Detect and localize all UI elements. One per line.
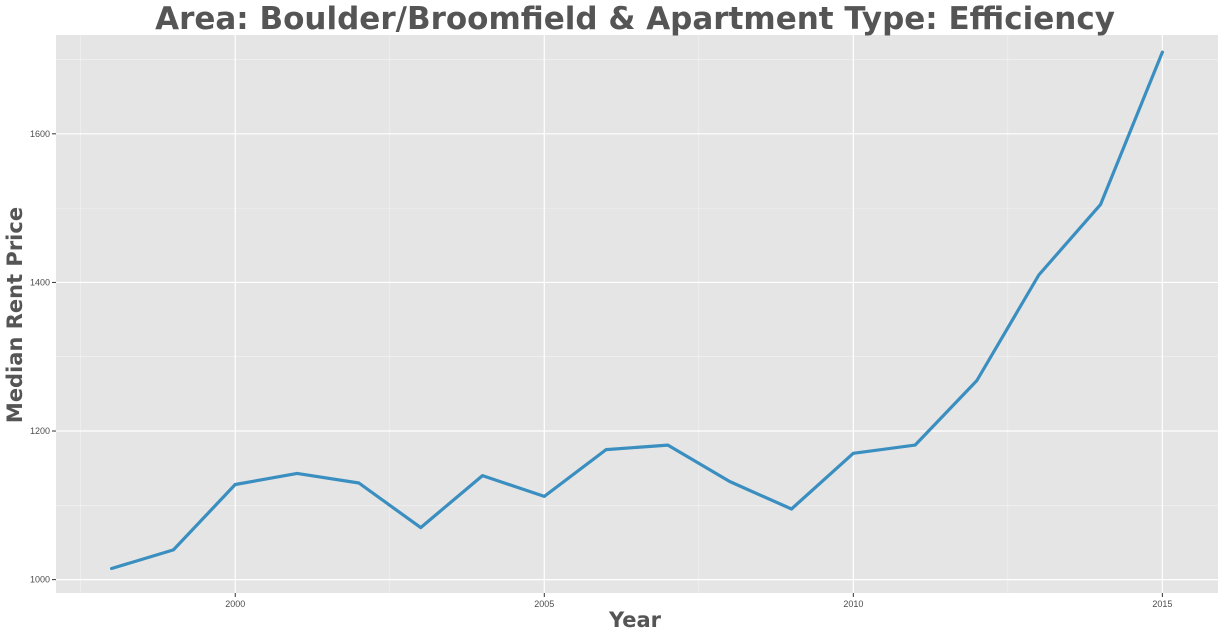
data-point bbox=[419, 526, 423, 530]
plot-panel bbox=[56, 35, 1218, 593]
major-gridlines bbox=[56, 35, 1218, 593]
data-point bbox=[480, 474, 484, 478]
y-tick-label: 1200 bbox=[30, 426, 50, 436]
series-line bbox=[109, 50, 1165, 571]
x-tick-label: 2010 bbox=[843, 599, 863, 609]
data-point bbox=[233, 483, 237, 487]
data-point bbox=[542, 494, 546, 498]
data-point bbox=[1160, 50, 1164, 54]
x-axis-title: Year bbox=[608, 608, 662, 632]
data-point bbox=[171, 548, 175, 552]
y-tick-label: 1600 bbox=[30, 129, 50, 139]
data-point bbox=[1037, 273, 1041, 277]
y-axis-title: Median Rent Price bbox=[3, 207, 27, 423]
data-point bbox=[975, 378, 979, 382]
data-point bbox=[110, 566, 114, 570]
data-point bbox=[851, 451, 855, 455]
data-point bbox=[728, 480, 732, 484]
y-tick-label: 1400 bbox=[30, 277, 50, 287]
data-point bbox=[295, 471, 299, 475]
y-axis: 1000 1200 1400 1600 bbox=[30, 129, 56, 585]
data-point bbox=[913, 443, 917, 447]
x-axis: 2000 2005 2010 2015 bbox=[225, 593, 1172, 609]
data-point bbox=[1099, 202, 1103, 206]
data-point bbox=[790, 507, 794, 511]
data-point bbox=[604, 448, 608, 452]
x-tick-label: 2015 bbox=[1152, 599, 1172, 609]
y-tick-label: 1000 bbox=[30, 575, 50, 585]
series-layer bbox=[109, 50, 1165, 571]
data-point bbox=[357, 481, 361, 485]
minor-gridlines bbox=[56, 35, 1218, 593]
x-tick-label: 2000 bbox=[225, 599, 245, 609]
x-tick-label: 2005 bbox=[534, 599, 554, 609]
chart-title: Area: Boulder/Broomfield & Apartment Typ… bbox=[155, 1, 1115, 37]
data-point bbox=[666, 443, 670, 447]
